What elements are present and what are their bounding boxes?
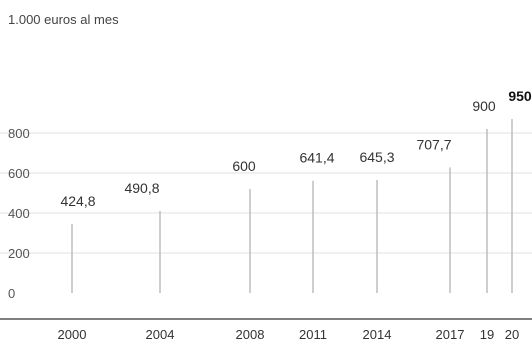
- value-label: 707,7: [416, 136, 451, 152]
- value-label: 490,8: [124, 180, 159, 196]
- y-tick-label: 800: [8, 126, 30, 141]
- y-tick-label: 600: [8, 166, 30, 181]
- x-tick-labels: 2000 2004 2008 2011 2014 2017 19 20: [58, 327, 520, 342]
- y-axis-label: 1.000 euros al mes: [8, 12, 119, 27]
- y-tick-label: 0: [8, 286, 15, 301]
- bars: [71, 119, 513, 293]
- x-tick-label: 2014: [363, 327, 392, 342]
- gridlines: [0, 132, 532, 254]
- x-tick-label: 2000: [58, 327, 87, 342]
- value-label: 900: [472, 98, 496, 114]
- x-tick-label: 2011: [299, 327, 327, 342]
- y-tick-labels: 0 200 400 600 800: [8, 126, 30, 301]
- value-label: 424,8: [60, 193, 95, 209]
- x-tick-label: 2008: [236, 327, 265, 342]
- x-tick-label: 2017: [436, 327, 465, 342]
- value-label: 950: [508, 88, 532, 104]
- y-tick-label: 200: [8, 246, 30, 261]
- value-label: 641,4: [299, 150, 334, 166]
- value-label: 645,3: [359, 149, 394, 165]
- x-tick-label: 2004: [146, 327, 175, 342]
- value-labels: 424,8 490,8 600 641,4 645,3 707,7 900 950: [60, 88, 531, 209]
- x-tick-label: 20: [505, 327, 519, 342]
- x-tick-label: 19: [480, 327, 494, 342]
- value-label: 600: [232, 158, 256, 174]
- y-tick-label: 400: [8, 206, 30, 221]
